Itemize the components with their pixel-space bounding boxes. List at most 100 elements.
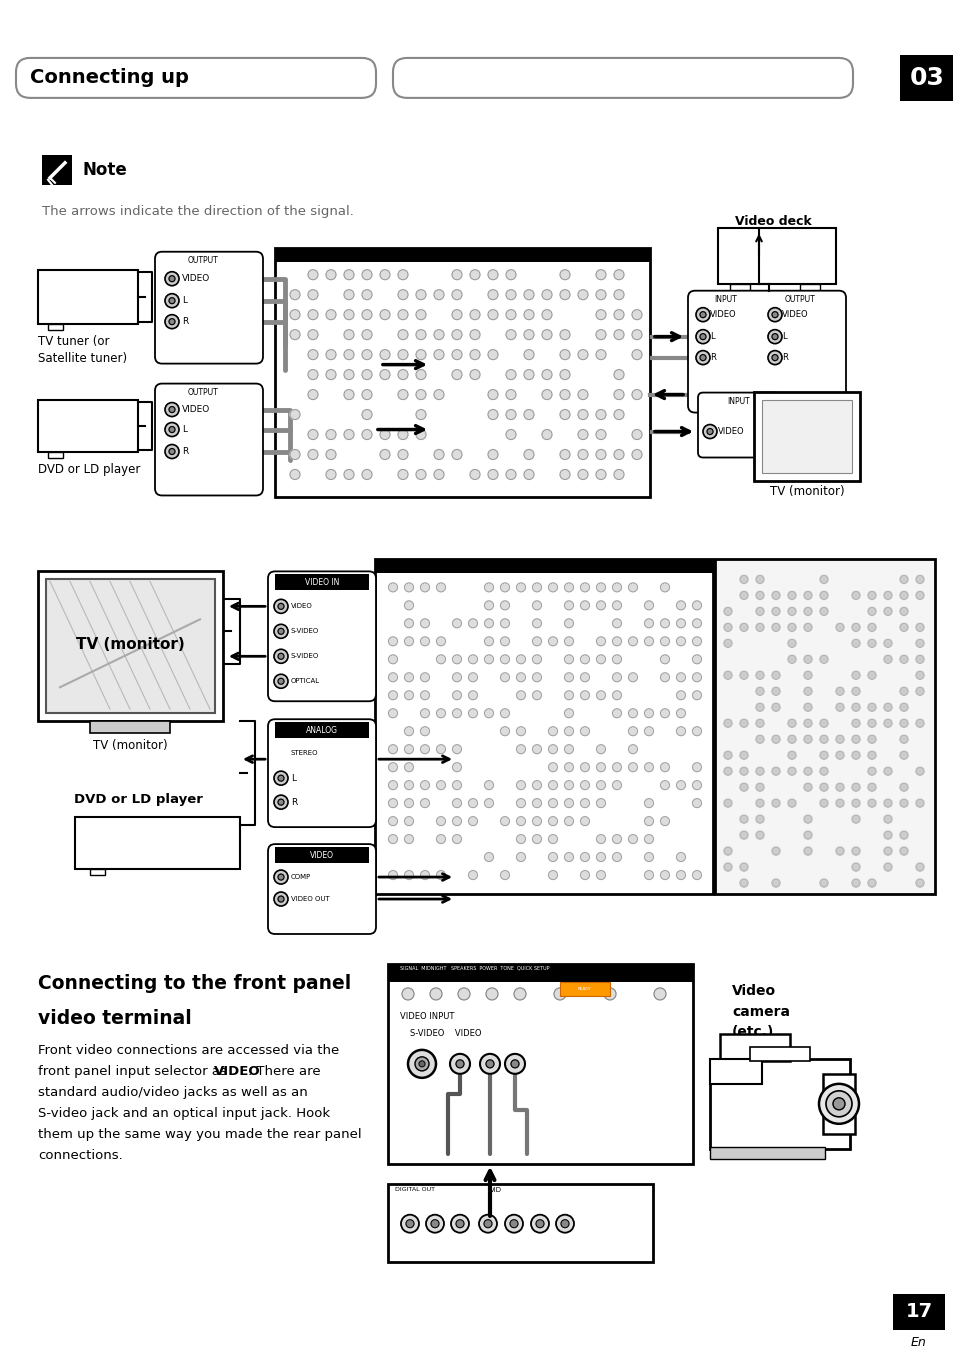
Circle shape: [771, 312, 778, 318]
Circle shape: [915, 863, 923, 871]
Circle shape: [326, 449, 335, 460]
Circle shape: [504, 1214, 522, 1233]
Circle shape: [596, 310, 605, 319]
Circle shape: [420, 691, 429, 700]
Circle shape: [274, 649, 288, 664]
Circle shape: [740, 752, 747, 760]
Circle shape: [548, 583, 557, 592]
Circle shape: [612, 708, 620, 718]
Circle shape: [436, 654, 445, 664]
Circle shape: [308, 310, 317, 319]
Circle shape: [867, 591, 875, 599]
Circle shape: [631, 449, 641, 460]
Circle shape: [532, 780, 541, 790]
Circle shape: [596, 834, 605, 844]
Text: S-VIDEO    VIDEO: S-VIDEO VIDEO: [410, 1029, 481, 1038]
Circle shape: [755, 767, 763, 775]
Circle shape: [578, 430, 587, 439]
Circle shape: [379, 269, 390, 280]
Circle shape: [692, 691, 700, 700]
Text: VIDEO: VIDEO: [718, 427, 744, 437]
Circle shape: [659, 871, 669, 880]
Text: VIDEO: VIDEO: [291, 603, 313, 610]
Circle shape: [165, 272, 179, 285]
Circle shape: [596, 449, 605, 460]
Circle shape: [560, 1220, 568, 1228]
Circle shape: [820, 783, 827, 791]
Circle shape: [559, 389, 569, 400]
Circle shape: [505, 469, 516, 480]
Circle shape: [820, 799, 827, 807]
Circle shape: [500, 817, 509, 826]
Circle shape: [434, 469, 443, 480]
Circle shape: [803, 703, 811, 711]
Text: Video deck: Video deck: [734, 215, 811, 227]
Circle shape: [523, 350, 534, 360]
Bar: [274, 722, 369, 738]
Circle shape: [564, 727, 573, 735]
Circle shape: [452, 654, 461, 664]
Circle shape: [404, 673, 413, 681]
Circle shape: [344, 389, 354, 400]
Circle shape: [883, 656, 891, 664]
Circle shape: [883, 703, 891, 711]
FancyBboxPatch shape: [154, 251, 263, 364]
Circle shape: [169, 319, 174, 324]
Circle shape: [596, 469, 605, 480]
Circle shape: [915, 576, 923, 583]
Circle shape: [484, 619, 493, 627]
Circle shape: [820, 735, 827, 744]
Circle shape: [740, 719, 747, 727]
Circle shape: [883, 863, 891, 871]
Circle shape: [532, 673, 541, 681]
Circle shape: [692, 673, 700, 681]
Circle shape: [388, 654, 397, 664]
Circle shape: [851, 752, 859, 760]
Circle shape: [484, 600, 493, 610]
Circle shape: [361, 289, 372, 300]
Circle shape: [899, 656, 907, 664]
Circle shape: [614, 310, 623, 319]
Text: R: R: [291, 798, 297, 807]
Circle shape: [771, 334, 778, 339]
Circle shape: [452, 780, 461, 790]
Circle shape: [277, 799, 284, 806]
Circle shape: [361, 469, 372, 480]
Circle shape: [500, 619, 509, 627]
Circle shape: [755, 672, 763, 679]
Text: SIGNAL  MIDNIGHT   SPEAKERS  POWER  TONE  QUICK SETUP: SIGNAL MIDNIGHT SPEAKERS POWER TONE QUIC…: [399, 965, 549, 971]
Circle shape: [516, 727, 525, 735]
Circle shape: [851, 848, 859, 854]
Circle shape: [470, 269, 479, 280]
Circle shape: [484, 654, 493, 664]
Circle shape: [867, 672, 875, 679]
Bar: [38, 400, 138, 452]
Circle shape: [397, 289, 408, 300]
Circle shape: [523, 289, 534, 300]
Circle shape: [452, 817, 461, 826]
Circle shape: [541, 330, 552, 339]
Circle shape: [420, 673, 429, 681]
Circle shape: [420, 745, 429, 753]
Bar: [48, 323, 63, 330]
Circle shape: [659, 763, 669, 772]
Circle shape: [430, 988, 441, 1000]
Circle shape: [564, 763, 573, 772]
Circle shape: [388, 871, 397, 880]
Circle shape: [644, 817, 653, 826]
Circle shape: [274, 675, 288, 688]
Circle shape: [631, 350, 641, 360]
Circle shape: [644, 763, 653, 772]
Circle shape: [755, 719, 763, 727]
Circle shape: [740, 831, 747, 840]
Text: video terminal: video terminal: [38, 1009, 192, 1028]
Circle shape: [436, 583, 445, 592]
Circle shape: [579, 871, 589, 880]
Circle shape: [755, 623, 763, 631]
Bar: [38, 572, 223, 721]
Bar: [709, 1059, 849, 1149]
Circle shape: [612, 691, 620, 700]
Circle shape: [468, 673, 477, 681]
Circle shape: [532, 745, 541, 753]
Circle shape: [612, 834, 620, 844]
